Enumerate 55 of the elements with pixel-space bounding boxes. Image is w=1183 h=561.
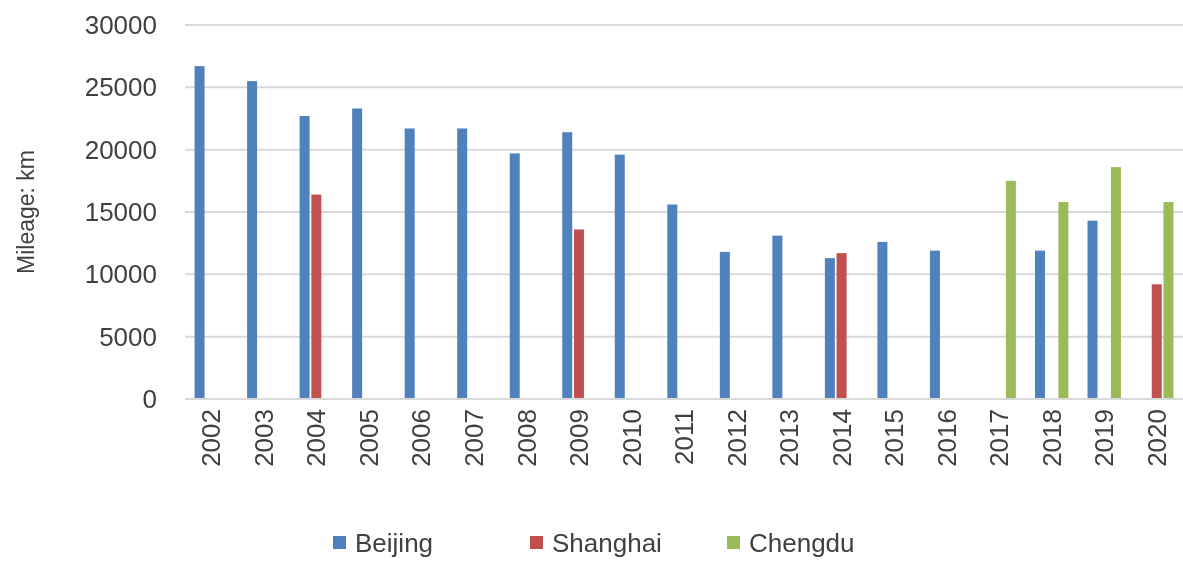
bar bbox=[836, 253, 847, 399]
x-tick-label: 2016 bbox=[931, 409, 962, 467]
y-axis-title: Mileage: km bbox=[13, 150, 39, 274]
bar bbox=[824, 258, 835, 399]
bar bbox=[1151, 284, 1162, 399]
x-tick-label: 2003 bbox=[248, 409, 279, 467]
bar bbox=[667, 204, 678, 399]
bar bbox=[614, 154, 625, 399]
bar bbox=[299, 116, 310, 399]
bar bbox=[1058, 202, 1069, 399]
x-tick-label: 2015 bbox=[879, 409, 910, 467]
x-tick-label: 2019 bbox=[1089, 409, 1120, 467]
bar bbox=[352, 108, 363, 399]
bar bbox=[1163, 202, 1174, 399]
x-tick-label: 2018 bbox=[1036, 409, 1067, 467]
bar bbox=[1087, 220, 1098, 399]
bar bbox=[573, 229, 584, 399]
x-tick-label: 2005 bbox=[353, 409, 384, 467]
y-tick-label: 15000 bbox=[84, 197, 157, 228]
bar bbox=[562, 132, 573, 399]
x-tick-label: 2002 bbox=[196, 409, 227, 467]
x-tick-label: 2010 bbox=[616, 409, 647, 467]
y-tick-label: 25000 bbox=[84, 72, 157, 103]
x-tick-label: 2008 bbox=[511, 409, 542, 467]
bar bbox=[877, 241, 888, 399]
x-tick-label: 2004 bbox=[301, 409, 332, 467]
legend-label: Chengdu bbox=[749, 528, 855, 559]
y-tick-label: 30000 bbox=[84, 10, 157, 41]
legend-label: Beijing bbox=[355, 528, 434, 559]
bar bbox=[1034, 250, 1045, 399]
x-tick-label: 2017 bbox=[984, 409, 1015, 467]
x-tick-label: 2011 bbox=[669, 409, 700, 465]
y-tick-label: 20000 bbox=[84, 134, 157, 165]
bar bbox=[457, 128, 468, 399]
x-tick-label: 2007 bbox=[458, 409, 489, 467]
y-tick-label: 10000 bbox=[84, 259, 157, 290]
bar bbox=[1005, 180, 1016, 399]
bar bbox=[929, 250, 940, 399]
x-tick-label: 2020 bbox=[1141, 409, 1172, 467]
x-tick-label: 2009 bbox=[564, 409, 595, 467]
x-tick-label: 2014 bbox=[826, 409, 857, 467]
bar bbox=[719, 251, 730, 399]
legend-label: Shanghai bbox=[552, 528, 662, 559]
y-tick-label: 0 bbox=[142, 384, 157, 415]
bar bbox=[772, 235, 783, 399]
bar bbox=[509, 153, 520, 399]
x-tick-label: 2006 bbox=[406, 409, 437, 467]
y-tick-label: 5000 bbox=[99, 321, 157, 352]
bar bbox=[1110, 167, 1121, 399]
bar bbox=[194, 66, 205, 399]
x-tick-label: 2013 bbox=[774, 409, 805, 467]
bar bbox=[311, 194, 322, 399]
x-tick-label: 2012 bbox=[721, 409, 752, 467]
bar bbox=[247, 81, 258, 399]
bar bbox=[404, 128, 415, 399]
